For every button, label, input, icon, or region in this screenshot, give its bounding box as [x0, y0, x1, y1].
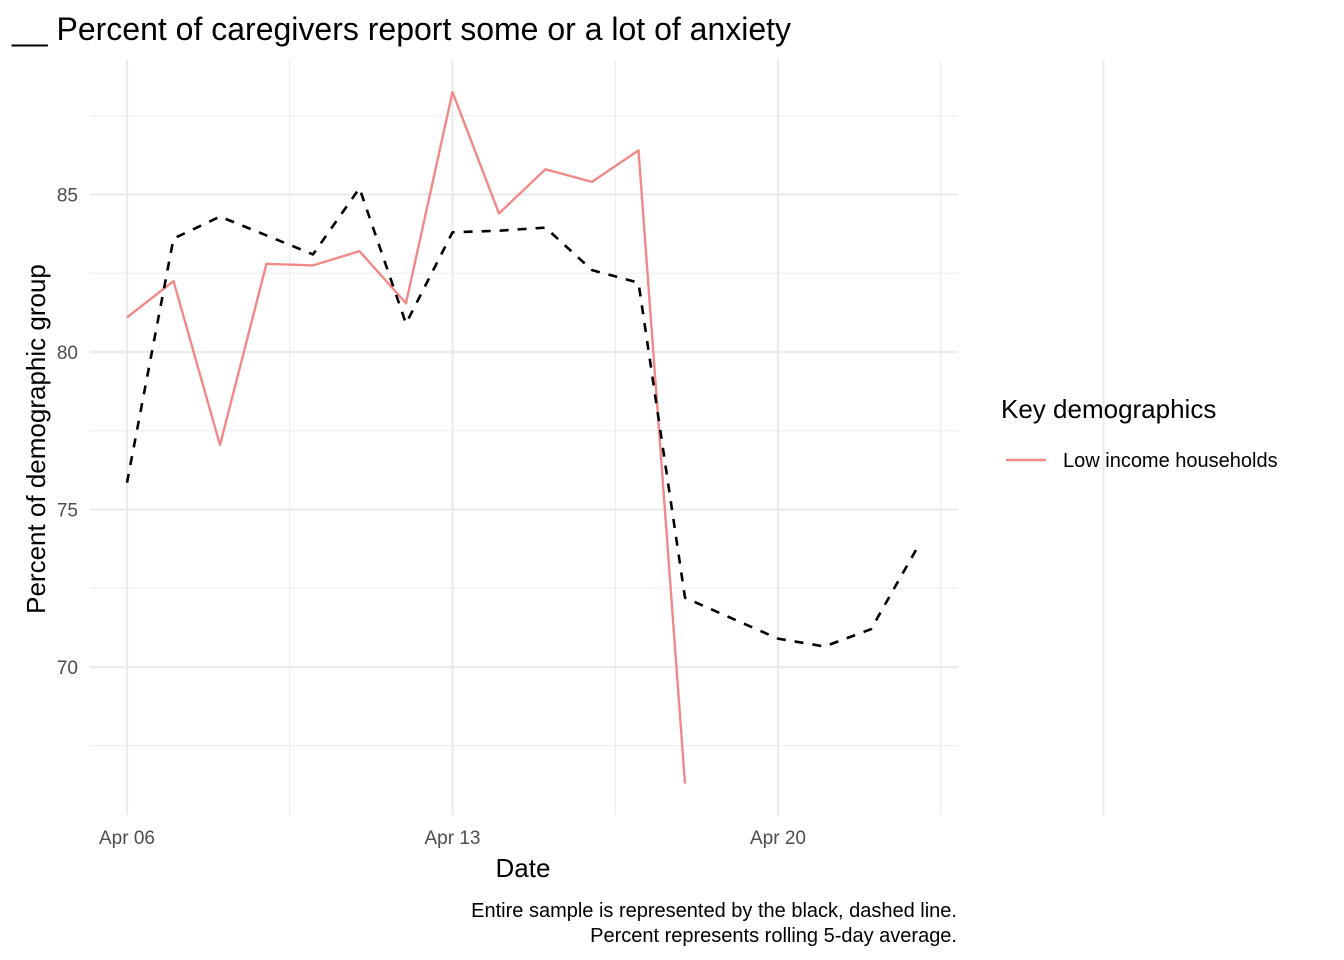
series-line-low-income [126, 90, 687, 784]
series-line-entire-sample [125, 186, 919, 648]
legend-title: Key demographics [1001, 394, 1216, 424]
caption-line-2: Percent represents rolling 5-day average… [590, 925, 957, 947]
legend: Key demographics Low income households [1001, 394, 1278, 472]
x-axis-ticks: Apr 06 Apr 13 Apr 20 [99, 828, 806, 849]
series-lines [125, 90, 919, 784]
y-tick-label: 70 [57, 658, 78, 679]
y-tick-label: 80 [57, 343, 78, 364]
y-axis-ticks: 70 75 80 85 [57, 186, 78, 680]
y-axis-title: Percent of demographic group [21, 264, 51, 614]
x-axis-title: Date [496, 853, 551, 883]
chart-title: __ Percent of caregivers report some or … [11, 11, 791, 47]
y-tick-label: 75 [57, 501, 78, 522]
caption-line-1: Entire sample is represented by the blac… [471, 900, 957, 922]
x-tick-label: Apr 13 [425, 828, 481, 849]
legend-label-low-income: Low income households [1063, 450, 1278, 472]
x-tick-label: Apr 06 [99, 828, 155, 849]
x-tick-label: Apr 20 [750, 828, 806, 849]
y-tick-label: 85 [57, 186, 78, 207]
grid [90, 60, 1105, 815]
